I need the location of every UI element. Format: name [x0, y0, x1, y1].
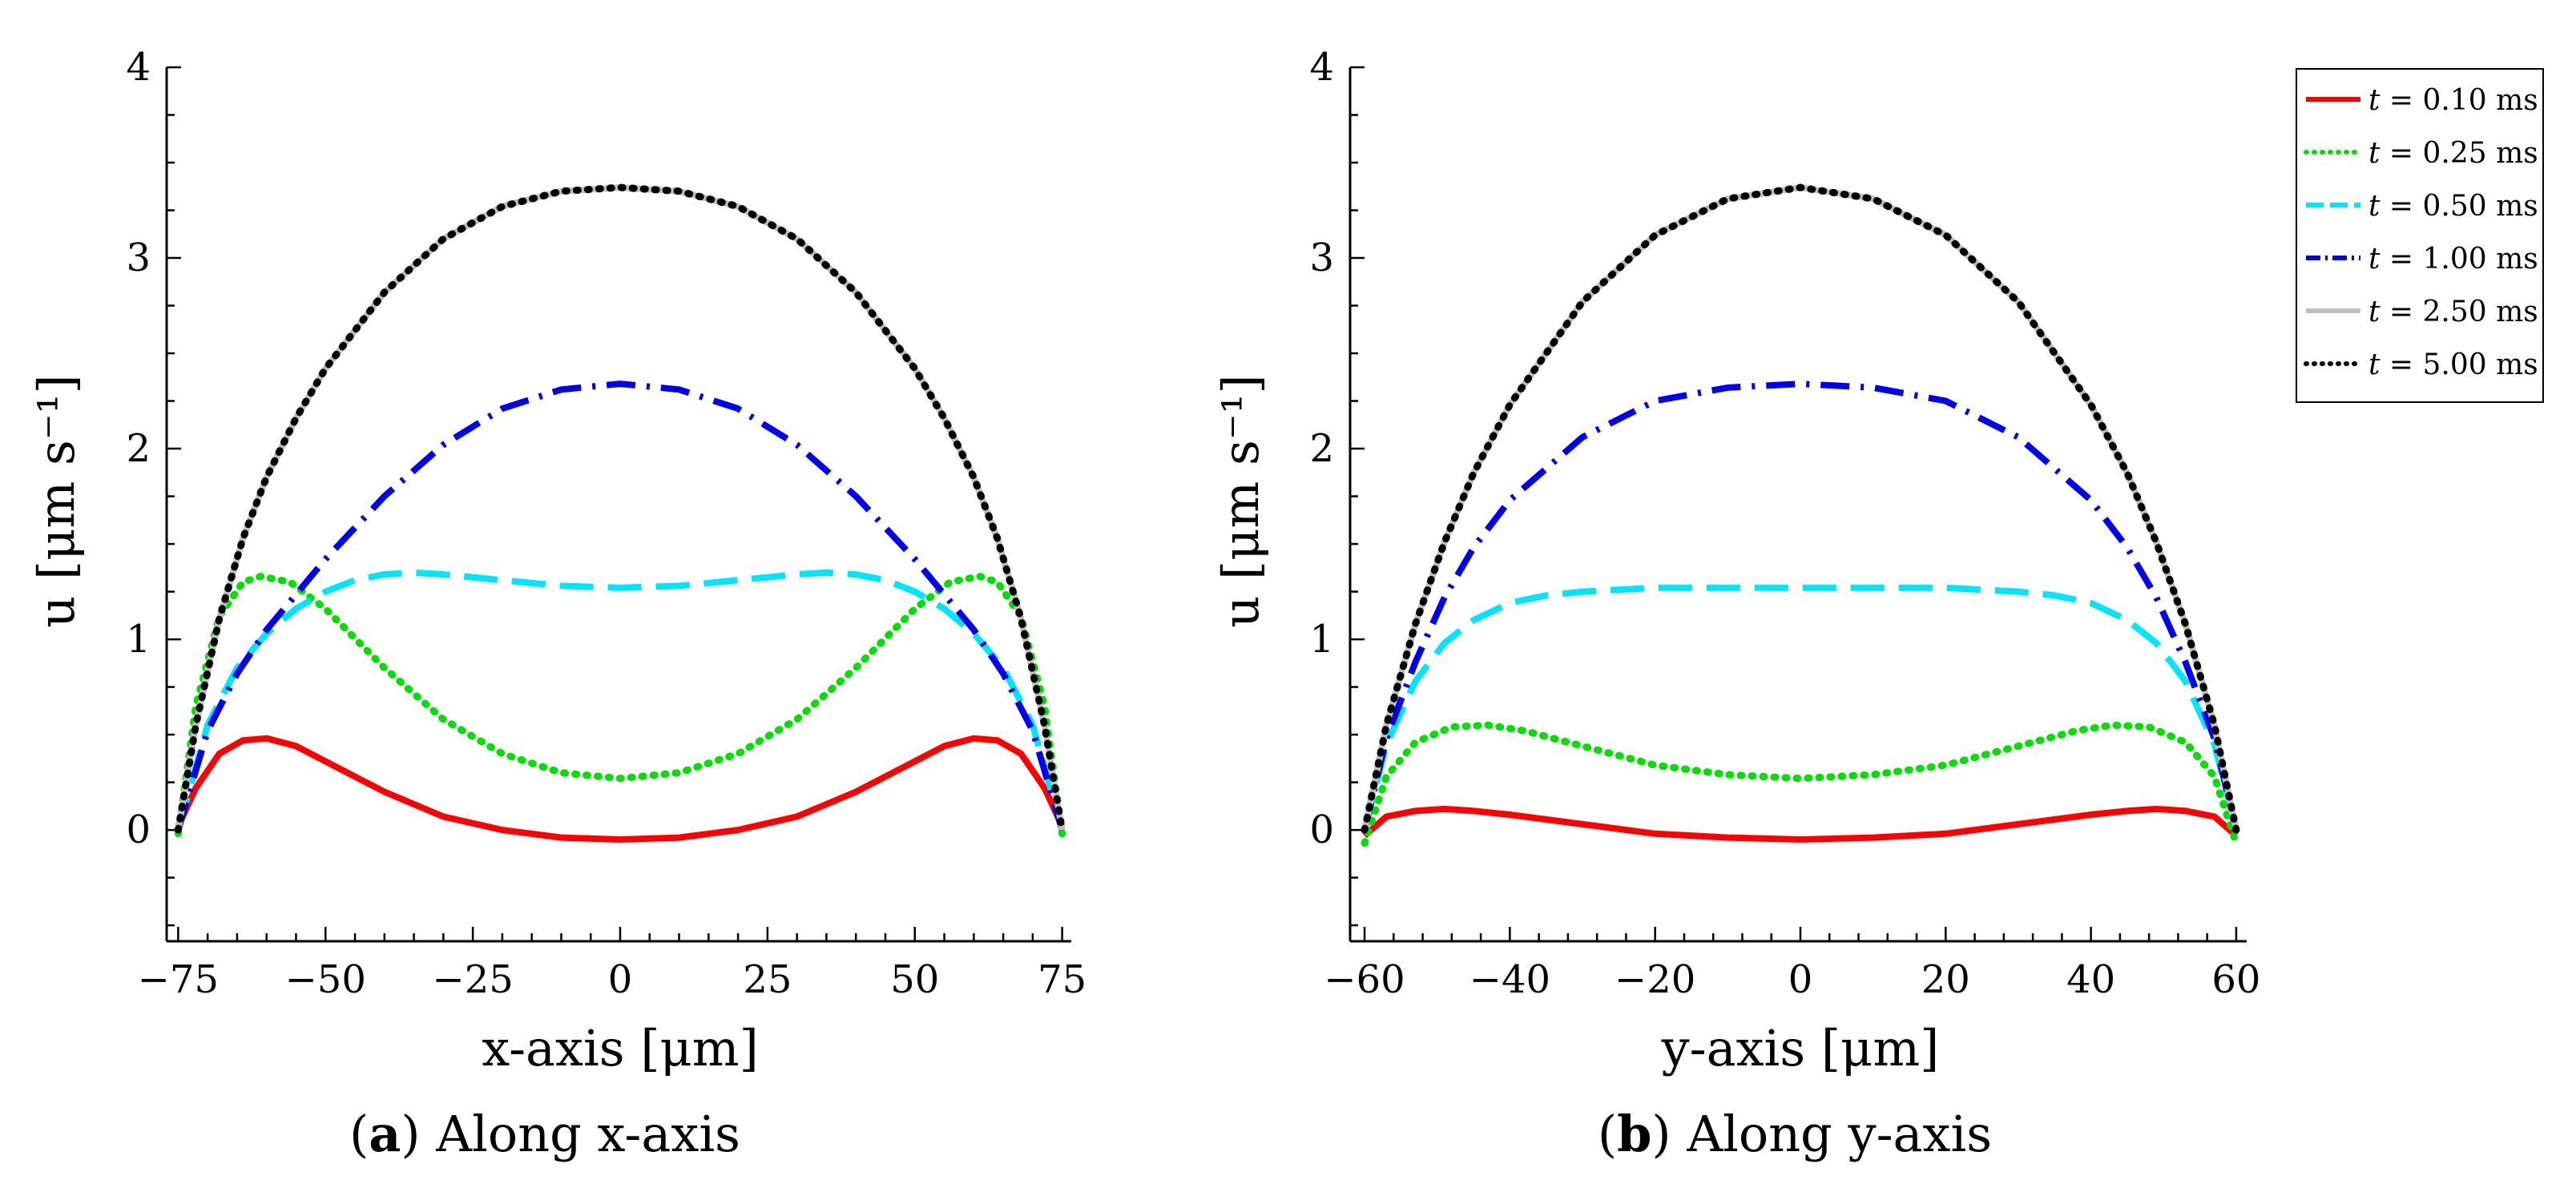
chart0-x-tick-label: −25 — [432, 957, 513, 1002]
chart0-x-tick-label: 50 — [890, 957, 939, 1002]
panel-b-chart: 0 1 2 3 4 −60 −40 −20 0 20 40 60 u [μm s⁻¹] y-axis [μ… — [1211, 45, 2260, 1163]
chart0-x-tick-label: 25 — [743, 957, 792, 1002]
legend-value: = 0.50 ms — [2380, 190, 2538, 223]
legend-label-5: t = 5.00 ms — [2368, 348, 2538, 381]
chart0-y-tick-label: 3 — [126, 236, 151, 280]
chart1-y-tick-label: 4 — [1309, 45, 1334, 90]
chart1-caption-text: ) Along y-axis — [1651, 1105, 1992, 1163]
chart0-series-line-5 — [174, 183, 1066, 834]
legend-label-0: t = 0.10 ms — [2368, 84, 2538, 117]
chart0-x-tick-label: 0 — [608, 957, 633, 1002]
chart0-caption-letter: a — [369, 1105, 401, 1163]
legend-t-symbol: t — [2368, 296, 2380, 328]
legend-t-symbol: t — [2368, 243, 2380, 276]
legend-t-symbol: t — [2368, 348, 2380, 381]
chart1-x-tick-label: 40 — [2066, 957, 2115, 1002]
chart1-x-tick-label: −20 — [1615, 957, 1695, 1002]
legend-value: = 5.00 ms — [2380, 348, 2538, 381]
chart1-caption: (b) Along y-axis — [1598, 1105, 1992, 1163]
chart1-caption-letter: b — [1617, 1105, 1651, 1163]
chart1-x-axis-title: y-axis [μm] — [1661, 1019, 1940, 1077]
legend-t-symbol: t — [2368, 84, 2380, 117]
chart0-series-line-0 — [175, 735, 1066, 843]
legend-value: = 1.00 ms — [2380, 243, 2538, 276]
chart0-y-tick-label: 0 — [126, 807, 151, 852]
legend-t-symbol: t — [2368, 137, 2380, 170]
chart0-series-line-3 — [175, 381, 1066, 832]
chart0-series-line-2 — [175, 569, 1066, 832]
chart0-series-line-1 — [174, 573, 1066, 838]
chart0-y-tick-label: 1 — [126, 617, 151, 662]
chart1-y-tick-label: 1 — [1309, 617, 1334, 662]
chart0-x-tick-label: 75 — [1038, 957, 1086, 1002]
chart1-x-tick-label: −40 — [1469, 957, 1550, 1002]
chart1-caption-paren: ( — [1598, 1105, 1617, 1163]
chart0-y-tick-label: 4 — [126, 45, 151, 90]
panel-a-chart: 0 1 2 3 4 −75 −50 −25 0 25 50 75 u [μm s⁻¹] x-axis [μ… — [27, 45, 1086, 1163]
chart1-series-line-4 — [1361, 184, 2239, 831]
legend-label-2: t = 0.50 ms — [2368, 190, 2538, 223]
chart1-series-line-0 — [1362, 805, 2239, 843]
chart1-x-tick-label: 20 — [1921, 957, 1970, 1002]
chart0-series-line-4 — [175, 184, 1066, 831]
chart0-caption-text: ) Along x-axis — [401, 1105, 740, 1163]
chart1-x-tick-label: −60 — [1324, 957, 1405, 1002]
chart1-y-tick-label: 0 — [1309, 807, 1334, 852]
legend-label-3: t = 1.00 ms — [2368, 243, 2538, 276]
chart0-caption-paren: ( — [349, 1105, 369, 1163]
legend-label-1: t = 0.25 ms — [2368, 137, 2538, 170]
legend-t-symbol: t — [2368, 190, 2380, 223]
legend-value: = 0.25 ms — [2380, 137, 2538, 170]
legend: t = 0.10 mst = 0.25 mst = 0.50 mst = 1.0… — [2296, 68, 2544, 403]
chart1-y-axis-title: u [μm s⁻¹] — [1211, 374, 1270, 627]
chart0-y-axis-title: u [μm s⁻¹] — [27, 374, 86, 627]
legend-value: = 2.50 ms — [2380, 296, 2538, 328]
chart0-caption: (a) Along x-axis — [349, 1105, 740, 1163]
chart1-series-line-2 — [1361, 584, 2239, 832]
chart1-y-tick-label: 2 — [1309, 426, 1334, 471]
chart1-x-tick-label: 0 — [1788, 957, 1813, 1002]
legend-value: = 0.10 ms — [2380, 84, 2538, 117]
chart0-y-tick-label: 2 — [126, 426, 151, 471]
chart0-x-tick-label: −75 — [138, 957, 219, 1002]
chart0-x-tick-label: −50 — [285, 957, 366, 1002]
chart1-series-line-5 — [1361, 183, 2240, 834]
chart1-series-line-1 — [1361, 721, 2240, 848]
legend-label-4: t = 2.50 ms — [2368, 296, 2538, 328]
chart1-x-tick-label: 60 — [2211, 957, 2260, 1002]
legend-box — [2296, 68, 2544, 403]
chart1-y-tick-label: 3 — [1309, 236, 1334, 280]
chart0-x-axis-title: x-axis [μm] — [482, 1019, 759, 1077]
